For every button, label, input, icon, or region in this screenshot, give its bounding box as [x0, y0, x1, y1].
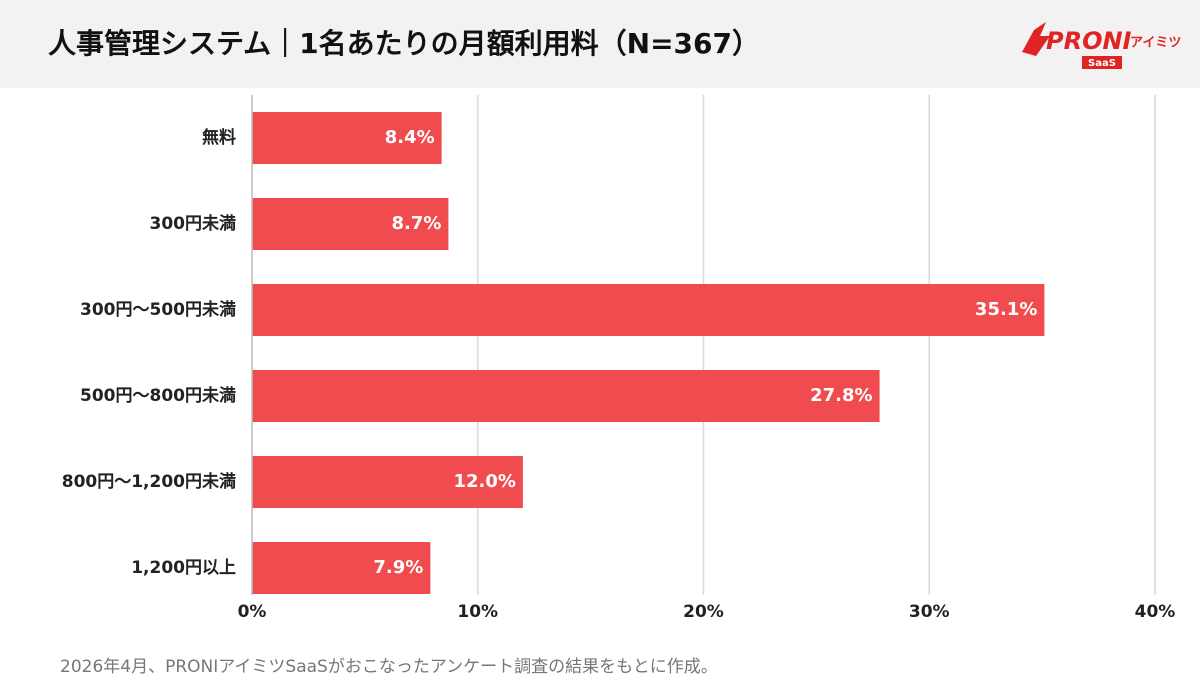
- bar: [252, 456, 523, 508]
- logo: PRONI アイミツ SaaS: [1022, 22, 1181, 69]
- bar: [252, 112, 442, 164]
- value-label: 12.0%: [453, 471, 515, 492]
- x-tick-label: 0%: [238, 602, 267, 622]
- y-tick-label: 800円〜1,200円未満: [62, 471, 236, 492]
- x-tick-label: 20%: [683, 602, 724, 622]
- value-label: 8.4%: [385, 127, 435, 148]
- logo-badge: SaaS: [1088, 58, 1116, 69]
- bar: [252, 370, 880, 422]
- logo-icon: [1022, 22, 1050, 56]
- chart-title: 人事管理システム｜1名あたりの月額利用料（N=367）: [48, 27, 760, 60]
- y-tick-label: 300円未満: [150, 213, 237, 234]
- value-label: 27.8%: [810, 385, 872, 406]
- logo-brand: PRONI: [1046, 27, 1132, 55]
- header-band: [0, 0, 1200, 88]
- bar: [252, 198, 449, 250]
- x-tick-label: 10%: [457, 602, 498, 622]
- value-label: 7.9%: [373, 557, 423, 578]
- y-tick-label: 無料: [202, 127, 236, 148]
- y-tick-label: 500円〜800円未満: [80, 385, 236, 406]
- bar: [252, 284, 1045, 336]
- value-label: 8.7%: [391, 213, 441, 234]
- logo-suffix: アイミツ: [1130, 36, 1181, 51]
- x-tick-label: 30%: [909, 602, 950, 622]
- footnote: 2026年4月、PRONIアイミツSaaSがおこなったアンケート調査の結果をもと…: [60, 657, 718, 677]
- value-label: 35.1%: [975, 299, 1037, 320]
- y-tick-label: 1,200円以上: [131, 558, 236, 578]
- y-tick-label: 300円〜500円未満: [80, 299, 236, 320]
- x-tick-label: 40%: [1135, 602, 1176, 622]
- bar: [252, 542, 431, 594]
- logo-badge-bg: [1082, 56, 1122, 69]
